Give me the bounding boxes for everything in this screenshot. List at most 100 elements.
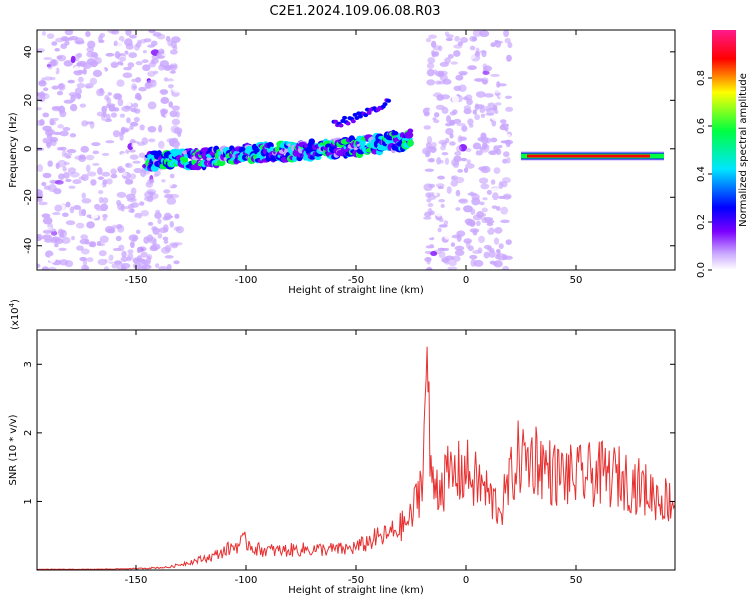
heatmap-noise-blob <box>112 93 121 100</box>
heatmap-branch-blob <box>382 102 388 107</box>
heatmap-noise-blob <box>98 250 107 257</box>
heatmap-noise-blob <box>161 179 166 183</box>
heatmap-noise-blob <box>499 119 507 124</box>
heatmap-noise-blob <box>477 247 483 254</box>
heatmap-noise-blob <box>120 126 126 135</box>
heatmap-noise-blob <box>81 192 87 199</box>
heatmap-noise-blob <box>54 243 59 248</box>
heatmap-noise-blob <box>65 220 76 226</box>
heatmap-noise-blob <box>41 266 49 270</box>
y-tick-label: -40 <box>23 238 34 254</box>
heatmap-noise-blob <box>117 202 124 211</box>
heatmap-noise-blob <box>423 232 434 239</box>
heatmap-noise-blob <box>507 42 513 49</box>
heatmap-noise-blob <box>69 206 75 214</box>
heatmap-noise-blob <box>474 189 483 194</box>
heatmap-noise-blob <box>453 155 462 163</box>
heatmap-noise-blob <box>155 209 161 214</box>
heatmap-noise-blob <box>41 181 47 187</box>
heatmap-noise-blob <box>422 147 431 155</box>
heatmap-noise-blob <box>111 263 118 269</box>
heatmap-noise-blob <box>76 245 84 251</box>
heatmap-noise-blob <box>470 208 476 215</box>
heatmap-noise-blob <box>75 40 80 45</box>
heatmap-noise-blob <box>455 74 464 81</box>
heatmap-noise-blob <box>148 61 157 68</box>
heatmap-noise-blob <box>471 197 481 206</box>
x-tick-label: -150 <box>125 575 148 586</box>
heatmap-noise-blob <box>73 66 81 71</box>
heatmap-noise-blob <box>425 192 432 198</box>
heatmap-noise-blob <box>159 60 170 68</box>
heatmap-x-ticks: -150 -100 -50 0 50 <box>125 30 582 286</box>
heatmap-noise-blob <box>464 218 474 225</box>
heatmap-noise-blob <box>125 162 133 169</box>
heatmap-noise-blob <box>136 246 142 254</box>
heatmap-noise-blob <box>171 105 180 111</box>
heatmap-noise-blob <box>482 142 488 148</box>
heatmap-noise-blob <box>458 198 469 204</box>
x-tick-label: 50 <box>570 575 583 586</box>
heatmap-noise-blob <box>117 61 124 65</box>
heatmap-noise-blob <box>47 160 53 167</box>
heatmap-noise-blob <box>160 108 169 115</box>
heatmap-noise-blob <box>140 251 148 258</box>
heatmap-noise-blob <box>484 93 494 98</box>
heatmap-trace-blob <box>156 150 162 156</box>
heatmap-noise-blob <box>497 83 507 87</box>
heatmap-noise-blob <box>68 185 76 189</box>
heatmap-noise-blob <box>59 130 69 137</box>
colorbar-label: Normalized spectral amplitude <box>738 73 749 227</box>
heatmap-noise-blob <box>490 42 496 48</box>
heatmap-noise-blob <box>139 258 148 264</box>
snr-y-ticks: 1 2 3 <box>23 361 675 505</box>
heatmap-noise-blob <box>117 98 124 107</box>
heatmap-noise-blob <box>480 226 490 231</box>
heatmap-noise-blob <box>495 248 501 254</box>
heatmap-noise-blob <box>474 50 481 57</box>
heatmap-noise-blob <box>47 184 57 192</box>
heatmap-noise-blob <box>446 115 451 123</box>
heatmap-noise-blob <box>135 184 144 191</box>
heatmap-noise-blob <box>125 149 130 154</box>
heatmap-noise-blob <box>51 106 62 112</box>
heatmap-noise-blob <box>481 50 487 58</box>
heatmap-noise-blob <box>102 217 107 222</box>
heatmap-noise-blob <box>485 219 495 224</box>
heatmap-noise-blob <box>42 216 53 225</box>
heatmap-noise-blob <box>113 40 118 46</box>
heatmap-branch-blob <box>356 111 362 116</box>
heatmap-noise-blob <box>103 266 110 270</box>
heatmap-noise-blob <box>447 54 454 59</box>
heatmap-noise-blob <box>478 235 485 244</box>
heatmap-noise-blob <box>129 173 137 180</box>
heatmap-noise-blob <box>81 198 92 204</box>
heatmap-noise-blob <box>465 147 472 153</box>
heatmap-noise-blob <box>133 167 143 174</box>
heatmap-noise-blob <box>164 181 173 188</box>
heatmap-noise-blob <box>129 34 137 39</box>
heatmap-noise-blob <box>162 224 169 233</box>
heatmap-noise-blob <box>128 208 135 213</box>
heatmap-noise-blob <box>136 30 145 37</box>
heatmap-noise-blob <box>42 234 52 241</box>
heatmap-noise-blob <box>435 104 445 111</box>
x-tick-label: -150 <box>125 275 148 286</box>
heatmap-noise-blob <box>449 119 456 126</box>
heatmap-noise-blob <box>157 233 163 239</box>
heatmap-noise-blob <box>51 85 59 90</box>
heatmap-noise-blob <box>143 236 150 244</box>
heatmap-noise-blob <box>493 145 500 153</box>
heatmap-noise-blob <box>102 179 108 185</box>
heatmap-noise-blob <box>90 214 99 219</box>
colorbar-tick-label: 0.2 <box>696 214 707 230</box>
heatmap-noise-blob <box>472 229 478 236</box>
heatmap-noise-blob <box>60 36 69 42</box>
heatmap-noise-blob <box>80 234 89 240</box>
heatmap-noise-blob <box>446 186 452 194</box>
heatmap-noise-blob <box>505 72 512 79</box>
heatmap-noise-blob <box>479 107 486 114</box>
heatmap-noise-blob <box>463 238 472 244</box>
heatmap-noise-blob <box>428 34 437 39</box>
heatmap-noise-blob <box>89 103 96 109</box>
